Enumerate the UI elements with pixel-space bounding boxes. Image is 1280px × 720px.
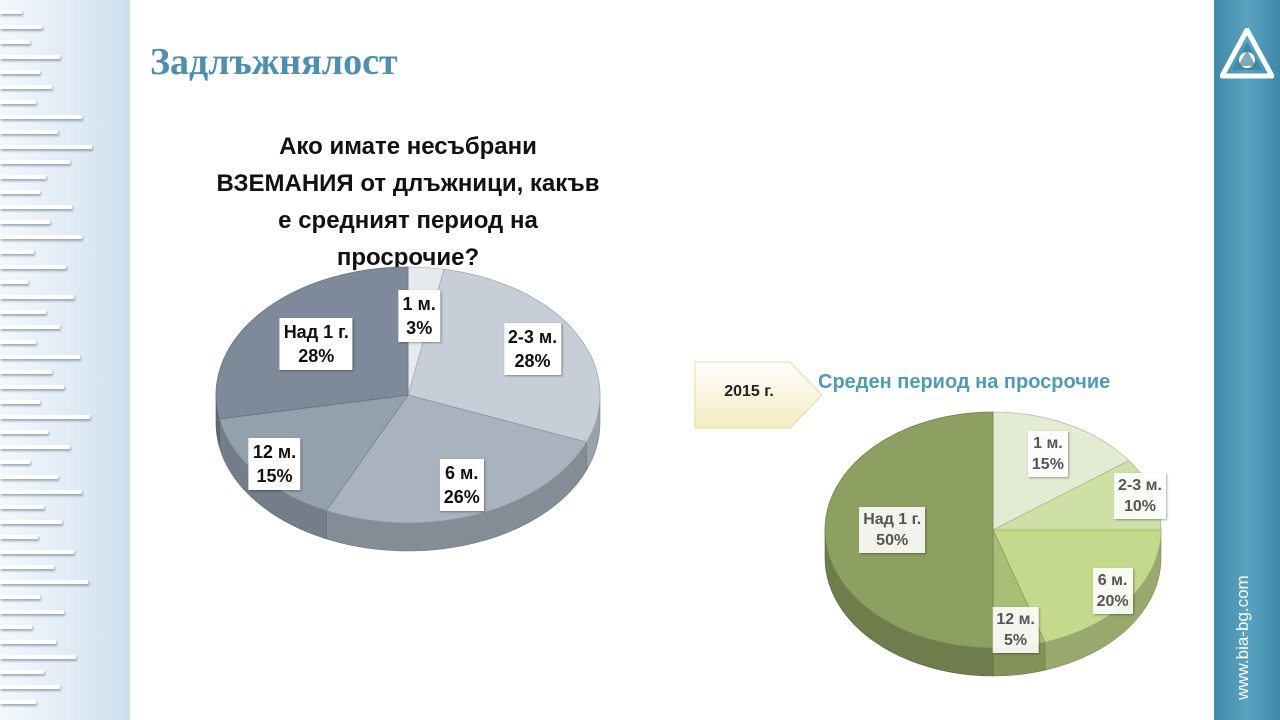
data-label-percent: 20% [1096,593,1129,611]
data-label-category: Над 1 г. [283,322,349,343]
decor-bar [0,685,60,689]
decor-bar [0,355,80,359]
decor-bar [0,130,58,134]
data-label-percent: 28% [298,346,335,367]
decor-bar [0,610,64,614]
decor-bar [0,175,46,179]
decor-bar [0,325,60,329]
decor-bar [0,40,30,44]
decor-bar [0,70,40,74]
question-line: е средният период на [278,207,538,234]
chart-subtitle: Среден период на просрочие [818,371,1111,393]
decor-bar [0,565,54,569]
decor-bar [0,415,90,419]
pie-slice [325,394,588,524]
left-decoration [0,0,130,720]
decor-bar [0,295,74,299]
data-label: 12 м. 15% [248,438,301,491]
decor-bar [0,625,32,629]
pie-chart-current: 1 м. 3% 2-3 м. 28% 6 м. 26% 12 м. 15% Над 1 г. 28… [200,255,620,595]
data-label: Над 1 г. 50% [859,507,926,553]
decor-bar [0,265,66,269]
data-label-category: 6 м. [1097,572,1128,590]
data-label-percent: 10% [1123,498,1156,516]
data-label-category: 12 м. [252,442,297,463]
year-tag-arrow [694,361,823,429]
brand-band [1214,0,1280,720]
decor-bar [0,535,38,539]
data-label: Над 1 г. 28% [279,318,353,371]
data-label-category: 6 м. [445,463,479,484]
data-label-percent: 15% [1031,456,1064,474]
data-label: 12 м. 5% [992,607,1039,654]
decor-bar [0,595,40,599]
decor-bar [0,115,82,119]
decor-bar [0,235,82,239]
decor-bar [0,310,46,314]
data-label: 1 м. 3% [398,289,440,342]
data-label: 2-3 м. 10% [1114,473,1166,520]
page-title: Задлъжнялост [150,41,398,83]
decor-bar [0,280,28,284]
data-label-percent: 5% [1004,632,1028,650]
decor-bar [0,475,58,479]
decor-bar [0,385,64,389]
year-label: 2015 г. [724,383,774,400]
question-line: ВЗЕМАНИЯ от длъжници, какъв [216,170,600,197]
decor-bar [0,25,42,29]
data-label-category: 2-3 м. [507,327,558,348]
decor-bar [0,160,70,164]
data-label-percent: 26% [443,487,480,508]
data-label-percent: 50% [876,532,909,549]
data-label-percent: 3% [406,317,433,338]
data-label: 1 м. 15% [1027,431,1068,478]
decor-bar [0,220,50,224]
decor-bar [0,400,40,404]
data-label: 2-3 м. 28% [503,323,562,376]
decor-bar [0,205,72,209]
question-line: Ако имате несъбрани [279,133,537,160]
data-label-category: 2-3 м. [1118,477,1162,495]
data-label-category: 1 м. [1033,435,1063,453]
decor-bar [0,670,44,674]
decor-bar [0,520,62,524]
decor-bar [0,340,36,344]
data-label-category: Над 1 г. [863,511,922,528]
decor-bar [0,655,76,659]
data-label: 6 м. 20% [1092,568,1133,615]
decor-bar [0,100,36,104]
decor-bar [0,190,40,194]
decor-bar [0,55,60,59]
question-line: просрочие? [336,244,480,271]
data-label-category: 1 м. [402,293,436,314]
decor-bar [0,505,44,509]
data-label-percent: 15% [256,466,293,487]
data-label-category: 12 м. [996,611,1035,629]
chart-question: Ако имате несъбрани ВЗЕМАНИЯ от длъжници… [168,128,648,276]
decor-bar [0,430,48,434]
data-label-percent: 28% [514,351,551,372]
decor-bar [0,370,52,374]
pie-svg [824,411,1162,677]
decor-bar [0,445,70,449]
pie-chart-2015: 1 м. 15% 2-3 м. 10% 6 м. 20% 12 м. 5% Над 1 г. 50… [800,395,1180,705]
decor-bar [0,550,74,554]
decor-bar [0,145,92,149]
decor-bar [0,580,88,584]
decor-bar [0,460,30,464]
decor-bar [0,10,22,14]
site-url[interactable]: www.bia-bg.com [1233,575,1252,700]
decor-bar [0,85,52,89]
decor-bar [0,700,36,704]
bia-logo-icon [1220,28,1274,79]
decor-bar [0,250,34,254]
decor-bar [0,490,82,494]
decor-bar [0,640,56,644]
data-label: 6 м. 26% [439,459,484,512]
